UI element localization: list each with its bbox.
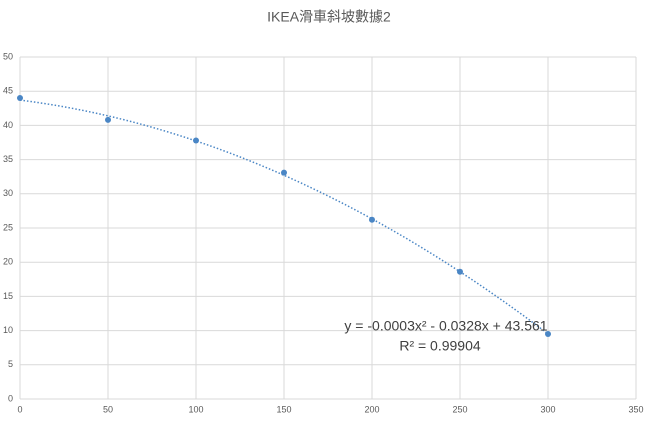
chart-title: IKEA滑車斜坡數據2 <box>267 9 391 25</box>
data-point <box>545 331 551 338</box>
y-tick-label: 20 <box>3 257 13 267</box>
trendline-annotation: R² = 0.99904 <box>399 338 481 354</box>
trendline-annotation: y = -0.0003x² - 0.0328x + 43.561 <box>344 318 547 334</box>
x-tick-label: 300 <box>540 404 555 414</box>
x-tick-label: 50 <box>103 404 113 414</box>
y-tick-label: 40 <box>3 120 13 130</box>
y-tick-label: 5 <box>8 359 13 369</box>
y-tick-label: 30 <box>3 188 13 198</box>
y-tick-label: 45 <box>3 86 13 96</box>
data-point <box>105 116 111 123</box>
x-tick-label: 150 <box>276 404 291 414</box>
data-point <box>369 216 375 223</box>
y-tick-label: 25 <box>3 222 13 232</box>
data-point <box>193 137 199 144</box>
y-tick-label: 50 <box>3 51 13 61</box>
x-tick-label: 200 <box>364 404 379 414</box>
x-tick-label: 250 <box>452 404 467 414</box>
y-tick-label: 0 <box>8 393 13 403</box>
x-tick-label: 100 <box>188 404 203 414</box>
y-tick-label: 15 <box>3 291 13 301</box>
data-point <box>17 95 23 102</box>
x-tick-label: 0 <box>17 404 22 414</box>
x-tick-label: 350 <box>628 404 643 414</box>
data-point <box>281 169 287 176</box>
y-tick-label: 10 <box>3 325 13 335</box>
data-point <box>457 268 463 275</box>
y-tick-label: 35 <box>3 154 13 164</box>
